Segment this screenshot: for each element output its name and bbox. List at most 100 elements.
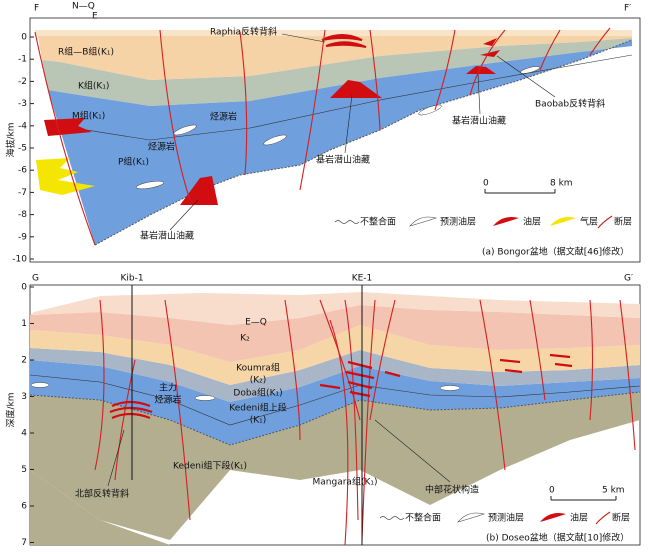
- y-tick-label: -7: [18, 188, 27, 198]
- unit-label: 烃源岩: [210, 111, 237, 123]
- leader: [281, 33, 326, 43]
- panel-b: 0 5 km G G′ Kib-1 KE-1 E—Q K₂ Koumra组 (K…: [5, 274, 641, 546]
- oil-reservoir: [466, 66, 496, 74]
- leader: [169, 199, 199, 231]
- legend: 不整合面 预测油层 油层 气层 断层: [334, 215, 632, 229]
- y-tick-label: -10: [12, 255, 27, 265]
- y-tick-label: 6: [21, 502, 27, 512]
- unconformity: [29, 391, 641, 446]
- y-tick-label: 1: [21, 319, 27, 329]
- predicted-oil: [30, 382, 50, 388]
- legend-icon: [334, 220, 360, 224]
- oil-layers: [109, 353, 573, 420]
- annotation: 基岩潜山油藏: [140, 230, 194, 242]
- mangara-group: [30, 470, 170, 545]
- oil-reservoir: [330, 80, 382, 98]
- legend-label: 不整合面: [360, 216, 396, 228]
- y-tick-label: 0: [21, 283, 27, 293]
- eq-group: [30, 292, 640, 325]
- legend-label: 断层: [614, 216, 632, 228]
- panel-a: 0 8 km F F′ N—Q E R组—B组(K₁) K组(K₁) M组(K₁…: [5, 2, 641, 263]
- unit-label: N—Q: [72, 2, 95, 12]
- annotation: 中部花状构造: [425, 484, 479, 496]
- legend-label: 预测油层: [488, 512, 524, 524]
- koumra-group: [30, 325, 640, 385]
- unit-label: E—Q: [245, 318, 267, 328]
- annotation: Baobab反转背斜: [535, 98, 605, 110]
- legend-icon: [540, 513, 566, 522]
- scale-label: 5 km: [602, 486, 625, 496]
- y-tick-label: -2: [18, 77, 27, 87]
- section-end: G: [32, 274, 39, 284]
- annotation: Raphia反转背斜: [210, 26, 277, 38]
- boundary: [54, 54, 633, 141]
- well-label: KE-1: [352, 274, 373, 284]
- faults: [94, 299, 636, 546]
- leader: [107, 429, 125, 487]
- oil-layer: [480, 38, 500, 57]
- y-tick-label: 5: [21, 465, 27, 475]
- unit-label: M组(K₁): [72, 110, 105, 122]
- unit-label: R组—B组(K₁): [58, 46, 114, 58]
- legend-icon: [457, 512, 486, 523]
- y-tick-label: 7: [21, 538, 27, 548]
- kedeni-doba: [30, 360, 640, 445]
- legend-icon: [550, 217, 576, 226]
- unit-label: 主力: [159, 382, 177, 394]
- y-tick-label: -1: [18, 55, 27, 65]
- section-end: G′: [624, 274, 633, 284]
- legend-icon: [597, 215, 613, 229]
- annotation: 基岩潜山油藏: [316, 154, 370, 166]
- scale-label: 0: [483, 179, 489, 189]
- rb-group: [38, 36, 632, 80]
- predicted-oil: [439, 385, 461, 391]
- caption: (b) Doseo盆地（据文献[10]修改）: [486, 532, 629, 544]
- unit-label: E: [92, 12, 98, 22]
- legend-icon: [379, 516, 405, 520]
- oil-layer: [321, 34, 367, 48]
- predicted-oil: [263, 134, 287, 146]
- leader: [374, 419, 451, 483]
- legend-label: 油层: [523, 216, 541, 228]
- scale-label: 0: [549, 486, 555, 496]
- y-tick-label: 3: [21, 392, 27, 402]
- m-p-group: [48, 40, 632, 245]
- legend-icon: [493, 217, 519, 226]
- y-tick-label: -3: [18, 99, 27, 109]
- legend-label: 不整合面: [405, 512, 441, 524]
- leader: [496, 55, 556, 98]
- leader: [344, 94, 353, 154]
- unit-label: Mangara组(K₁): [313, 476, 378, 488]
- y-tick-label: 2: [21, 356, 27, 366]
- annotation: 北部反转背斜: [75, 488, 129, 500]
- unit-label: (K₁): [250, 416, 267, 426]
- unit-label: Kedeni组上段: [229, 402, 286, 414]
- y-tick-label: -9: [18, 232, 27, 242]
- legend-label: 油层: [570, 512, 588, 524]
- unit-label: Doba组(K₁): [233, 387, 282, 399]
- mangara-group: [30, 392, 640, 540]
- surface-layer: [35, 30, 632, 36]
- unit-label: K组(K₁): [78, 80, 109, 92]
- boundary: [29, 374, 641, 426]
- y-tick-label: 0: [21, 33, 27, 43]
- k2-group: [30, 305, 640, 362]
- unit-label: (K₂): [250, 376, 267, 386]
- caption: (a) Bongor盆地（据文献[46]修改）: [482, 246, 629, 258]
- legend-label: 气层: [580, 216, 598, 228]
- legend-label: 断层: [612, 512, 630, 524]
- y-tick-label: -5: [18, 144, 27, 154]
- annotation: 基岩潜山油藏: [452, 115, 506, 127]
- unit-label: P组(K₁): [118, 156, 149, 168]
- scale-label: 8 km: [550, 179, 573, 189]
- legend: 不整合面 预测油层 油层 断层: [379, 512, 630, 525]
- unit-label: 烃源岩: [154, 394, 181, 406]
- gas-layer: [36, 158, 95, 195]
- unit-label: Kedeni组下段(K₁): [173, 460, 247, 472]
- y-tick-label: -6: [18, 166, 27, 176]
- leader: [477, 73, 481, 115]
- axis-label: 海拔/km: [5, 122, 17, 157]
- section-end: F: [34, 4, 39, 14]
- axis-label: 深度/km: [5, 392, 17, 427]
- y-tick-label: 4: [21, 429, 27, 439]
